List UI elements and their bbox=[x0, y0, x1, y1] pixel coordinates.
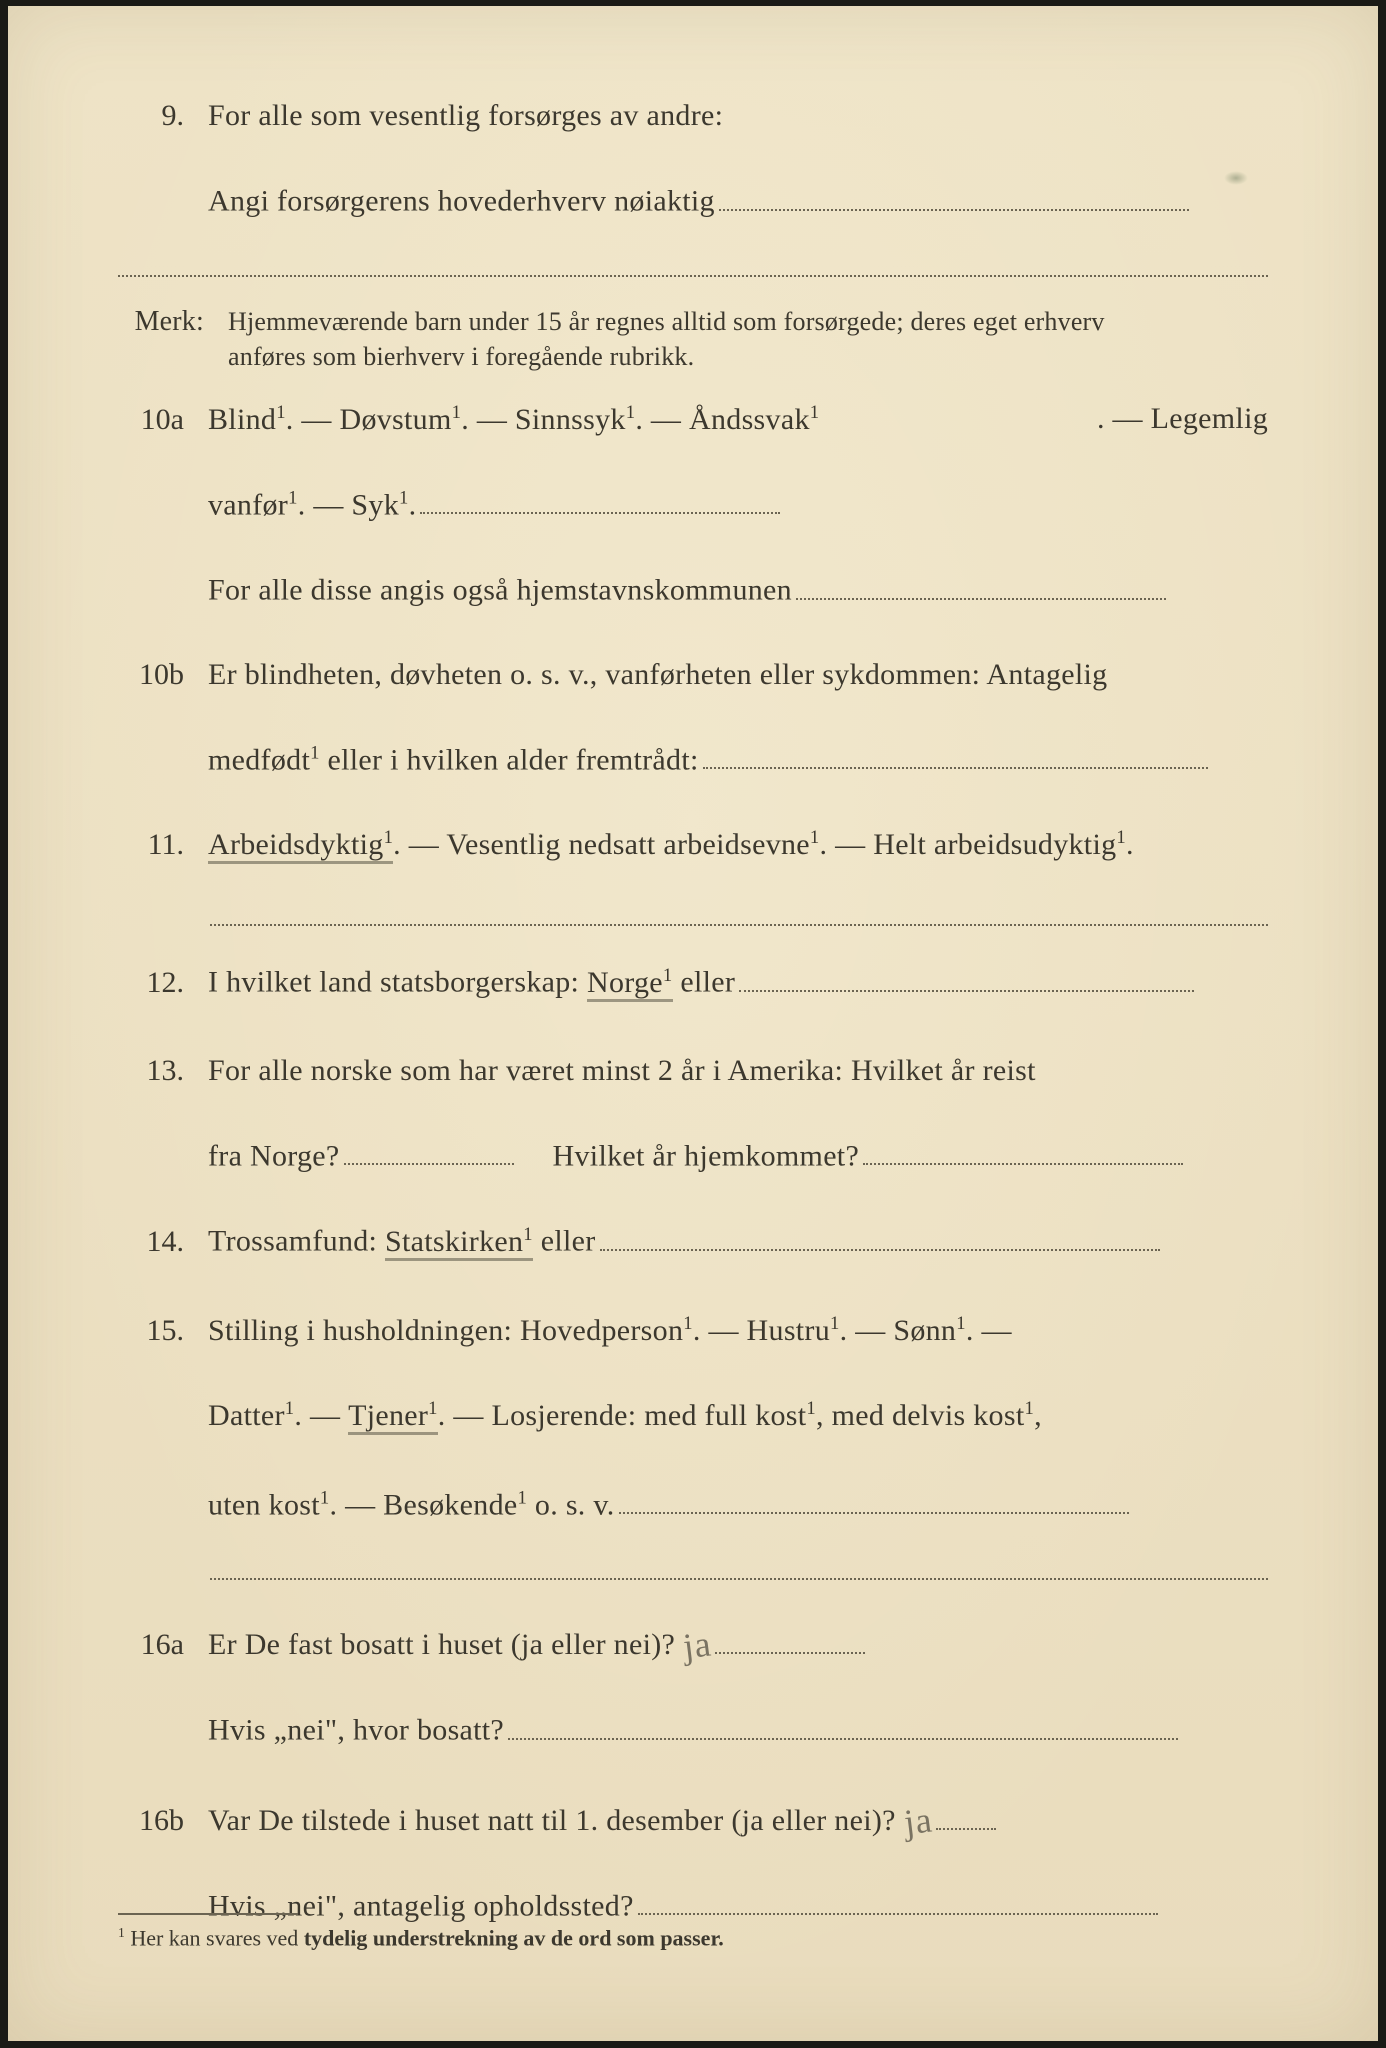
blank-line bbox=[863, 1140, 1183, 1166]
q9-number: 9. bbox=[118, 101, 208, 131]
footnote-text: 1 Her kan svares ved tydelig understrekn… bbox=[118, 1925, 1268, 1951]
q10a-line2: vanfør1. — Syk1. bbox=[118, 489, 1268, 521]
q10b-number: 10b bbox=[118, 660, 208, 690]
document-page: 9. For alle som vesentlig forsørges av a… bbox=[8, 6, 1378, 2041]
q16b-line1: 16b Var De tilstede i huset natt til 1. … bbox=[118, 1800, 1268, 1836]
blank-line bbox=[420, 489, 780, 515]
blank-line bbox=[796, 574, 1166, 600]
q13-line1: 13. For alle norske som har været minst … bbox=[118, 1056, 1268, 1086]
q15-number: 15. bbox=[118, 1316, 208, 1346]
section-divider bbox=[210, 924, 1268, 926]
q14-number: 14. bbox=[118, 1227, 208, 1257]
handwritten-answer-16b: ja bbox=[902, 1801, 934, 1840]
blank-line bbox=[508, 1714, 1178, 1740]
blank-line bbox=[719, 185, 1189, 211]
blank-line bbox=[703, 744, 1208, 770]
underlined-arbeidsdyktig: Arbeidsdyktig1 bbox=[208, 829, 393, 864]
ink-smudge bbox=[1224, 171, 1248, 185]
blank-line bbox=[600, 1225, 1160, 1251]
q15-line1: 15. Stilling i husholdningen: Hovedperso… bbox=[118, 1315, 1268, 1346]
q10a-line1: 10a Blind1. — Døvstum1. — Sinnssyk1. — Å… bbox=[118, 404, 1268, 435]
q16a-line1: 16a Er De fast bosatt i huset (ja eller … bbox=[118, 1624, 1268, 1660]
q10b-line2: medfødt1 eller i hvilken alder fremtrådt… bbox=[118, 744, 1268, 776]
section-divider bbox=[210, 1578, 1268, 1580]
q11-line: 11. Arbeidsdyktig1. — Vesentlig nedsatt … bbox=[118, 829, 1268, 864]
merk-line2: anføres som bierhverv i foregående rubri… bbox=[228, 342, 694, 371]
q9-line2: Angi forsørgerens hovederhverv nøiaktig bbox=[118, 185, 1268, 217]
merk-line1: Hjemmeværende barn under 15 år regnes al… bbox=[228, 307, 1105, 336]
q13-number: 13. bbox=[118, 1056, 208, 1086]
q13-line2: fra Norge? Hvilket år hjemkommet? bbox=[118, 1140, 1268, 1172]
blank-line bbox=[715, 1629, 865, 1655]
q10b-line1: 10b Er blindheten, døvheten o. s. v., va… bbox=[118, 660, 1268, 690]
q16b-number: 16b bbox=[118, 1806, 208, 1836]
handwritten-answer-16a: ja bbox=[681, 1626, 713, 1665]
blank-line bbox=[344, 1140, 514, 1166]
q9-text1: For alle som vesentlig forsørges av andr… bbox=[208, 101, 1268, 131]
q11-number: 11. bbox=[118, 830, 208, 860]
blank-line bbox=[739, 966, 1194, 992]
q9-line1: 9. For alle som vesentlig forsørges av a… bbox=[118, 101, 1268, 131]
blank-line bbox=[936, 1804, 996, 1830]
blank-line bbox=[619, 1489, 1129, 1515]
blank-line bbox=[638, 1890, 1158, 1916]
merk-label: Merk: bbox=[118, 303, 228, 341]
q10a-number: 10a bbox=[118, 405, 208, 435]
underlined-statskirken: Statskirken1 bbox=[385, 1226, 533, 1261]
underlined-tjener: Tjener1 bbox=[348, 1400, 438, 1435]
q9-text2: Angi forsørgerens hovederhverv nøiaktig bbox=[208, 185, 715, 218]
q10a-line3: For alle disse angis også hjemstavnskomm… bbox=[118, 574, 1268, 606]
q14-line: 14. Trossamfund: Statskirken1 eller bbox=[118, 1225, 1268, 1261]
footnote-area: 1 Her kan svares ved tydelig understrekn… bbox=[118, 1913, 1268, 1951]
q16a-line2: Hvis „nei", hvor bosatt? bbox=[118, 1714, 1268, 1746]
q12-number: 12. bbox=[118, 968, 208, 998]
q12-line: 12. I hvilket land statsborgerskap: Norg… bbox=[118, 966, 1268, 1002]
underlined-norge: Norge1 bbox=[587, 967, 673, 1002]
q15-line2: Datter1. — Tjener1. — Losjerende: med fu… bbox=[118, 1400, 1268, 1435]
merk-row: Merk: Hjemmeværende barn under 15 år reg… bbox=[118, 303, 1268, 374]
q16a-number: 16a bbox=[118, 1630, 208, 1660]
footnote-rule bbox=[118, 1913, 298, 1915]
section-divider bbox=[118, 275, 1268, 277]
q15-line3: uten kost1. — Besøkende1 o. s. v. bbox=[118, 1489, 1268, 1521]
